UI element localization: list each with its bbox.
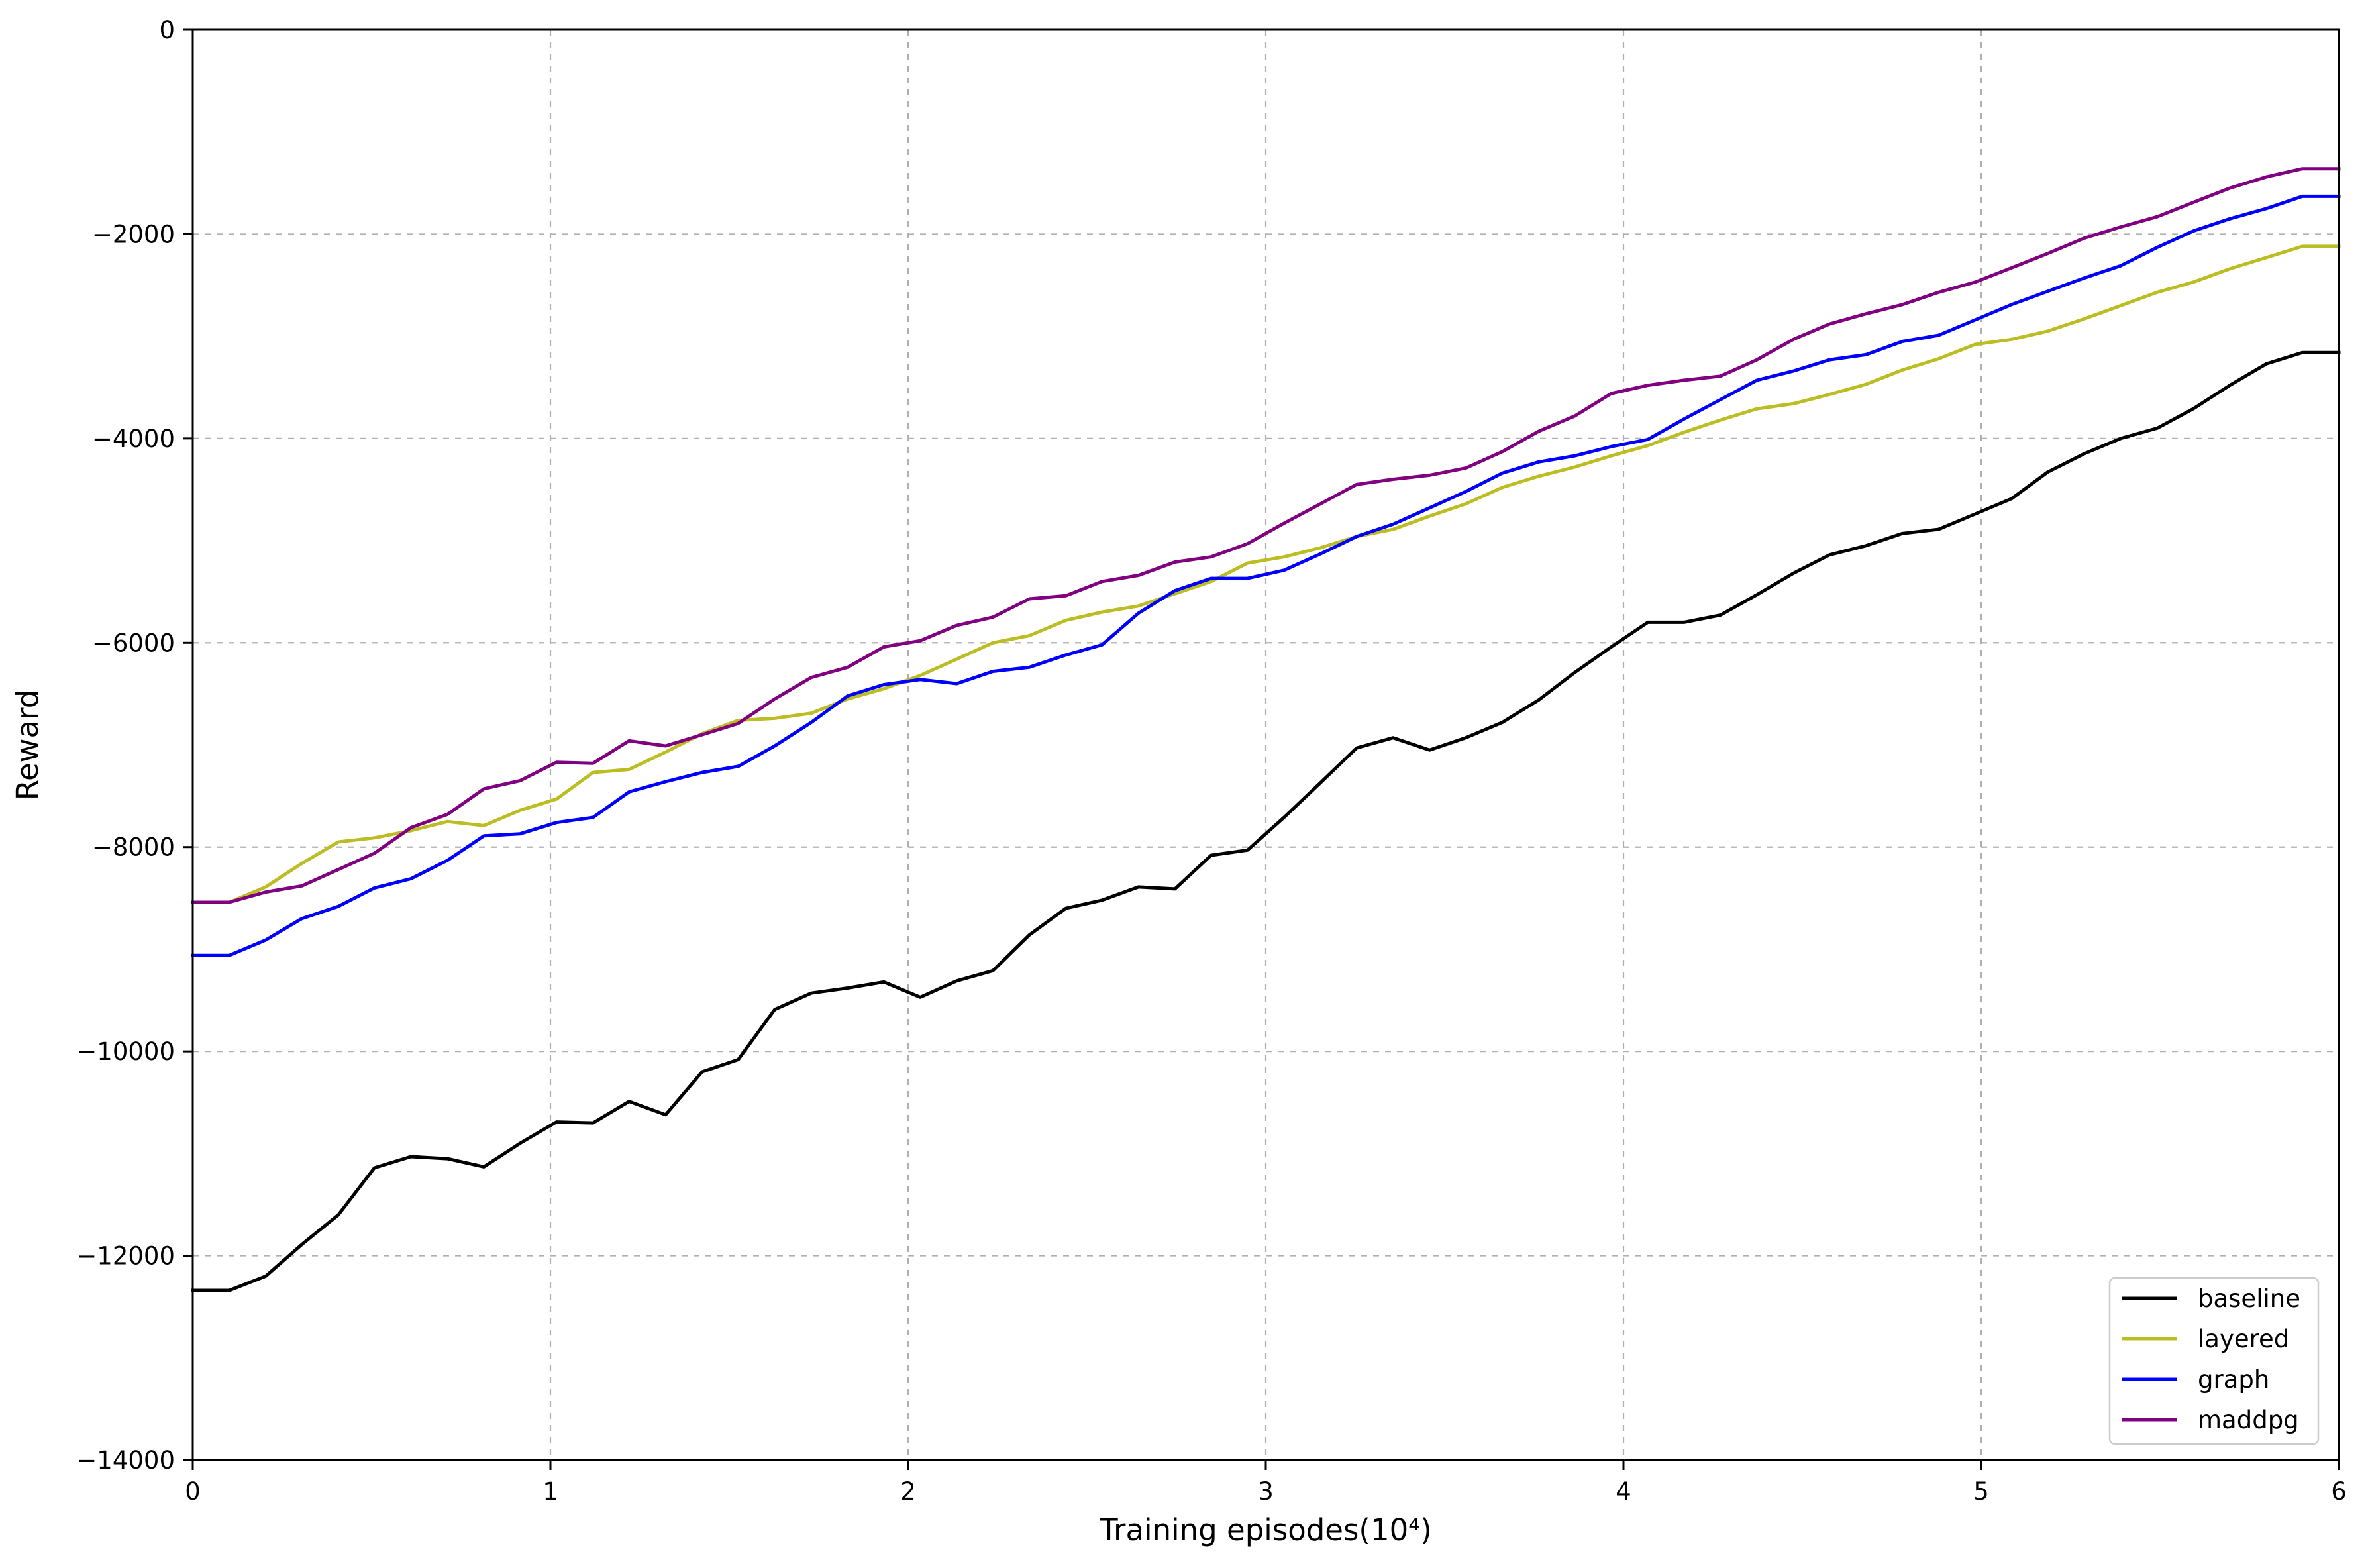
y-tick-label: −6000 (92, 629, 175, 657)
x-tick-label: 3 (1258, 1477, 1274, 1506)
x-tick-label: 0 (185, 1477, 201, 1506)
y-tick-label: −4000 (92, 425, 175, 453)
y-tick-label: −2000 (92, 220, 175, 248)
legend-label: baseline (2198, 1284, 2300, 1313)
legend-label: maddpg (2198, 1406, 2299, 1434)
y-tick-label: −14000 (76, 1446, 175, 1475)
x-tick-label: 2 (900, 1477, 916, 1506)
axis-ticks: 0 1 2 3 4 5 6 0 −2000 −4000 −6000 −8000 −10000 −12000… (76, 16, 2346, 1506)
legend: baseline layered graph maddpg (2108, 1277, 2320, 1445)
y-tick-label: 0 (159, 16, 175, 44)
series-lines (191, 167, 2341, 1292)
series-line-graph (191, 194, 2341, 957)
y-tick-label: −10000 (76, 1037, 175, 1066)
x-tick-label: 1 (542, 1477, 558, 1506)
legend-box (2108, 1277, 2320, 1445)
x-tick-label: 6 (2331, 1477, 2347, 1506)
grid-lines (193, 30, 2339, 1460)
x-tick-label: 5 (1973, 1477, 1989, 1506)
series-line-baseline (191, 350, 2341, 1292)
series-line-maddpg (191, 167, 2341, 904)
x-tick-label: 4 (1616, 1477, 1631, 1506)
x-axis-label: Training episodes(10⁴) (1099, 1512, 1432, 1547)
y-tick-label: −12000 (76, 1242, 175, 1271)
series-line-layered (191, 244, 2341, 904)
legend-label: graph (2198, 1365, 2269, 1394)
y-axis-label: Reward (10, 690, 45, 801)
y-tick-label: −8000 (92, 833, 175, 862)
legend-label: layered (2198, 1325, 2289, 1353)
